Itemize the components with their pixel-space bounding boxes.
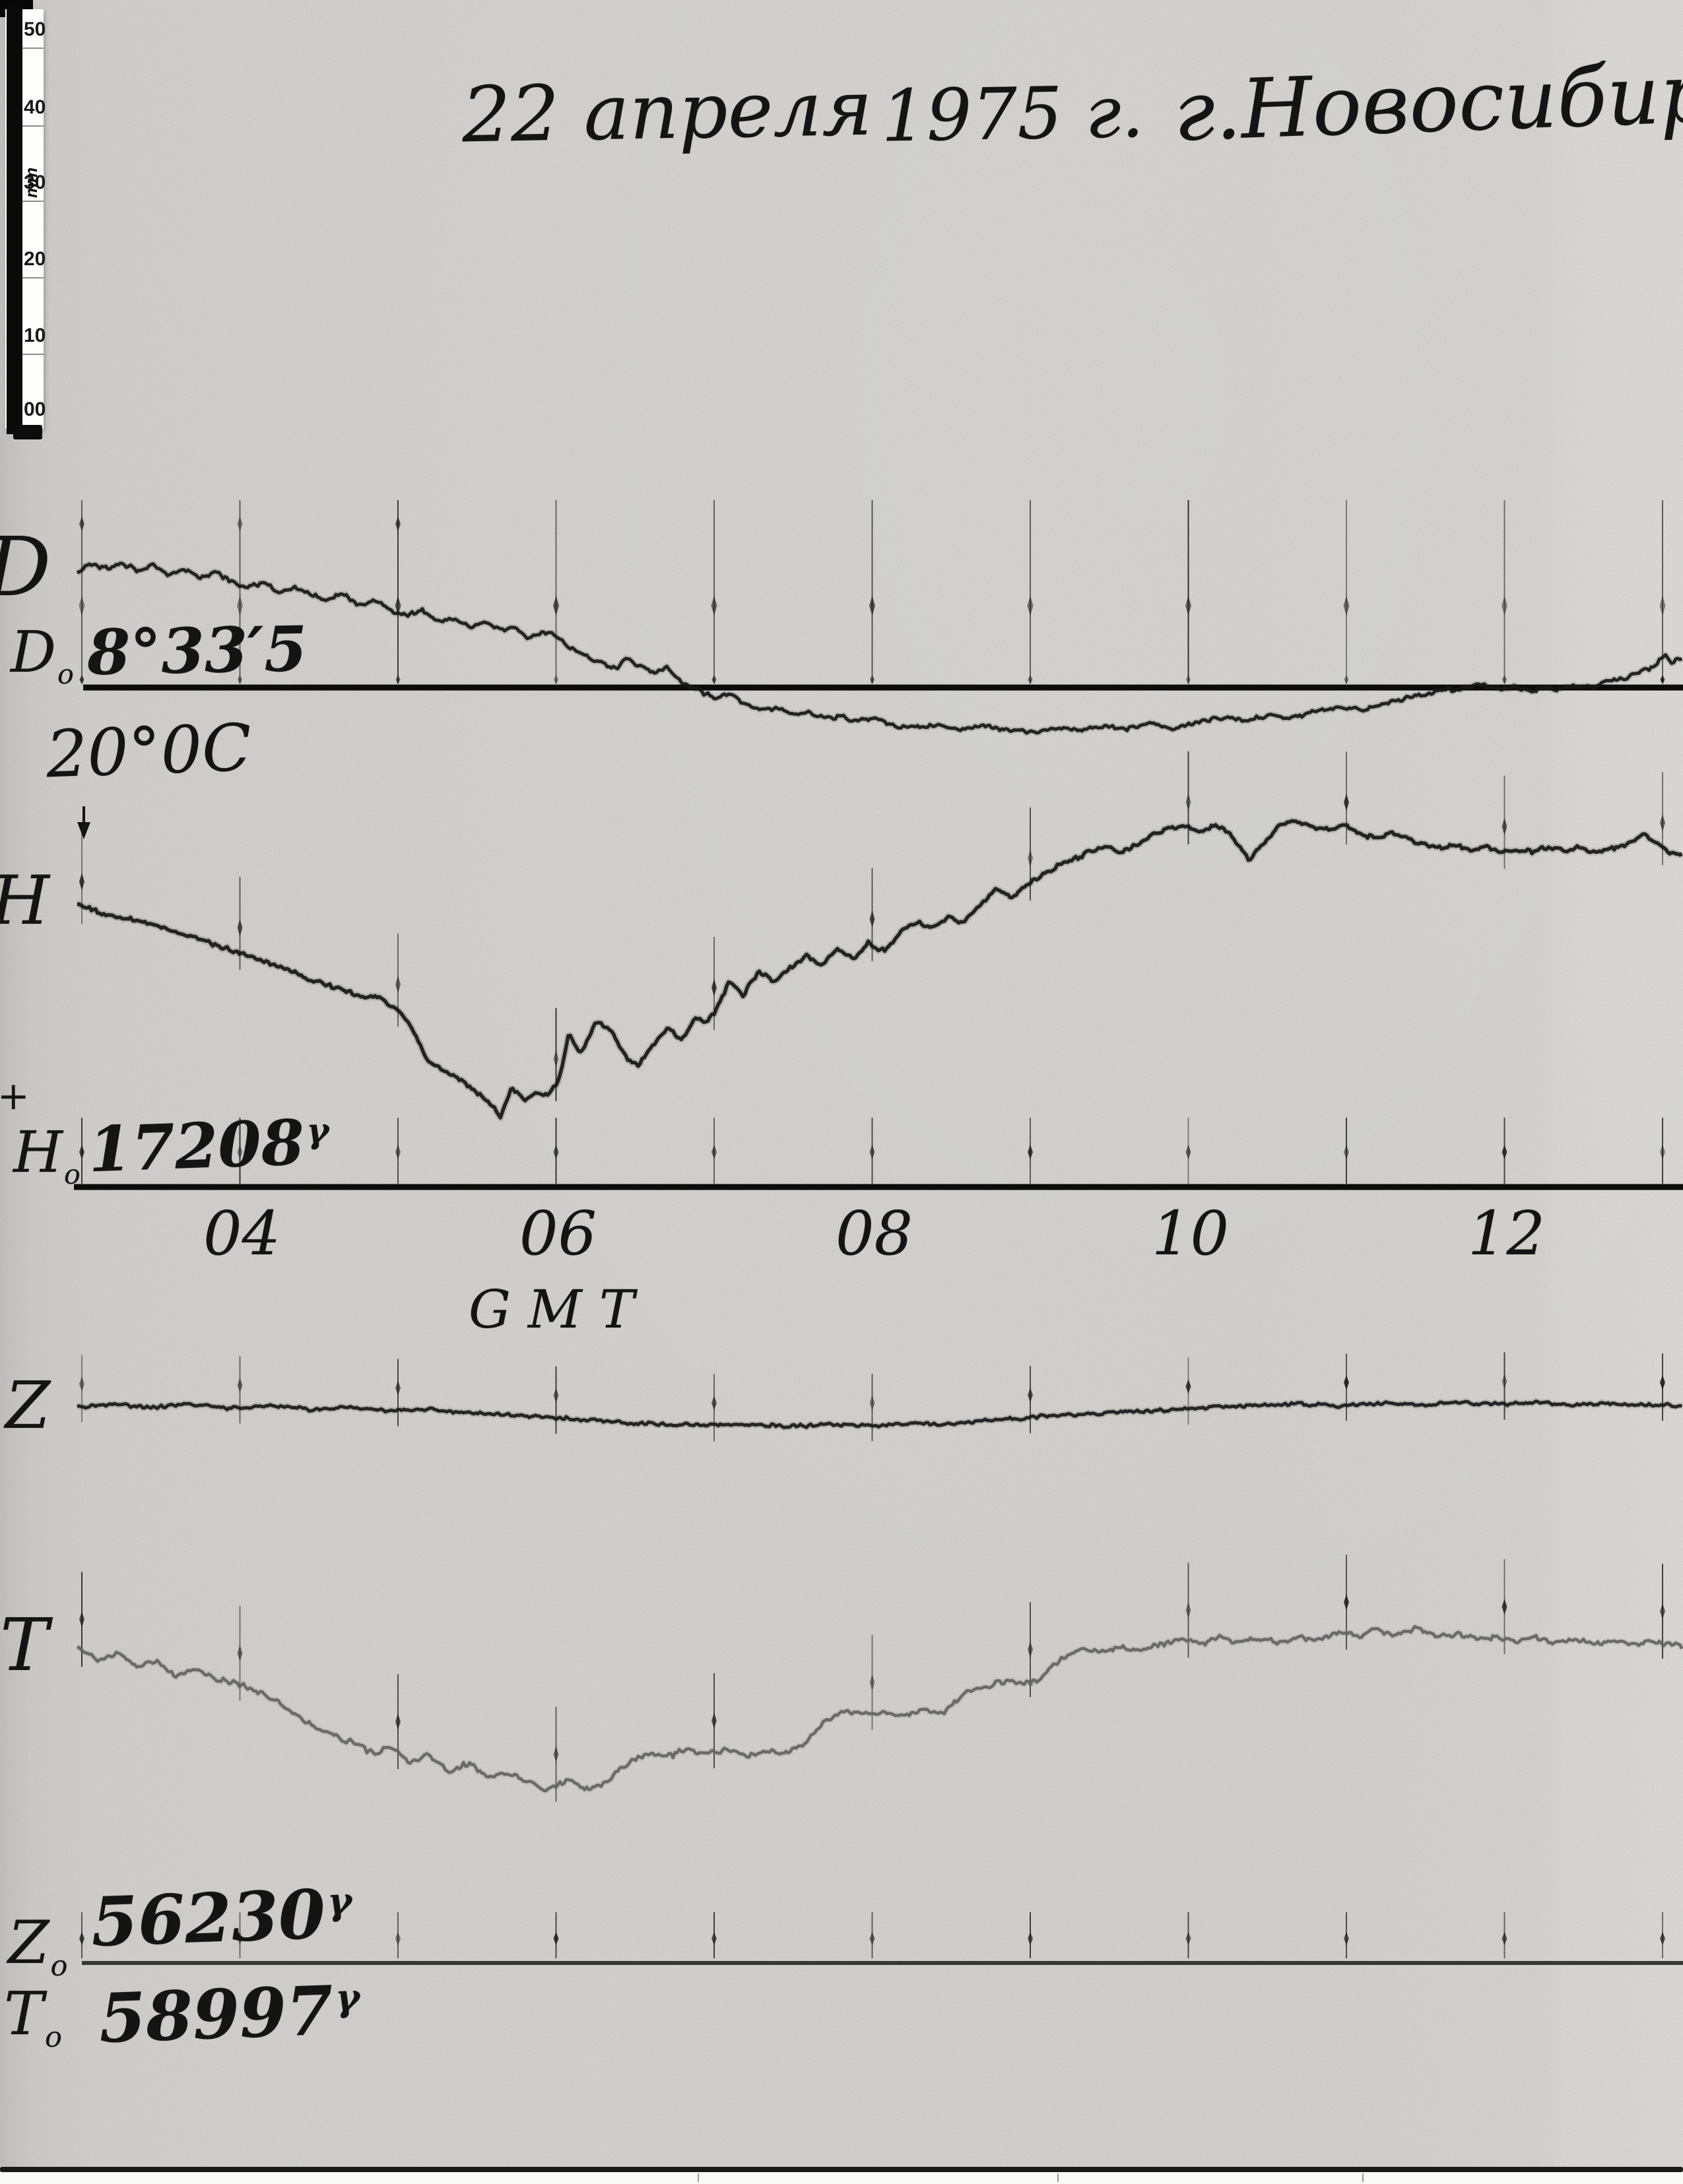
- ruler-label-50: 50: [24, 18, 46, 40]
- scan-streak: [1057, 2173, 1059, 2182]
- mm-scale-ruler: 50 40 30 20 10 00 mm: [0, 0, 46, 441]
- time-label-06: 06: [519, 1198, 597, 1269]
- z0-baseline-value: 56230γ: [90, 1875, 353, 1962]
- title-year: 1975 г.: [880, 71, 1145, 158]
- scanner-background-strip: [0, 2172, 1683, 2184]
- d-trace-label: D: [0, 527, 51, 608]
- d0-baseline-value: 8°33′5: [86, 613, 308, 690]
- time-label-08: 08: [836, 1198, 913, 1269]
- ruler-tick: [22, 48, 44, 49]
- time-label-12: 12: [1468, 1198, 1546, 1269]
- time-label-04: 04: [203, 1198, 281, 1269]
- ruler-label-00: 00: [24, 399, 46, 420]
- h-trace-label: H: [0, 868, 50, 935]
- temperature-note: 20°0C: [45, 710, 253, 793]
- paper-bottom-edge: [0, 2167, 1683, 2172]
- ruler-unit-label: mm: [21, 167, 41, 198]
- ruler-tick: [22, 354, 44, 355]
- t-trace-label: T: [0, 1603, 49, 1687]
- ruler-tick: [22, 125, 44, 127]
- d0-baseline-label: Do: [11, 620, 74, 691]
- ruler-bottom-end: [13, 425, 42, 439]
- gmt-label: GMT: [469, 1279, 652, 1340]
- title-date: 22 апреля: [461, 63, 874, 160]
- ruler-label-40: 40: [24, 96, 46, 118]
- z-trace-label: Z: [5, 1368, 51, 1444]
- ruler-tick: [22, 277, 44, 278]
- h0-baseline-value: 17208γ: [87, 1106, 330, 1187]
- t0-baseline-value: 58997γ: [98, 1971, 361, 2059]
- z0-baseline-label: Zo: [8, 1908, 68, 1983]
- scan-streak: [698, 2173, 699, 2182]
- ruler-label-30: 30: [24, 172, 46, 193]
- plus-polarity-mark: +: [0, 1074, 30, 1118]
- ruler-tick: [22, 201, 44, 202]
- t0-baseline-label: To: [4, 1979, 63, 2054]
- ruler-black-bar: [7, 5, 22, 434]
- time-label-10: 10: [1152, 1198, 1230, 1269]
- h0-baseline-label: Ho: [13, 1120, 81, 1191]
- scan-streak: [1362, 2173, 1364, 2182]
- title-station: г.Новосибирск (: [1172, 41, 1683, 160]
- ruler-label-20: 20: [24, 248, 46, 270]
- ruler-label-10: 10: [24, 325, 46, 346]
